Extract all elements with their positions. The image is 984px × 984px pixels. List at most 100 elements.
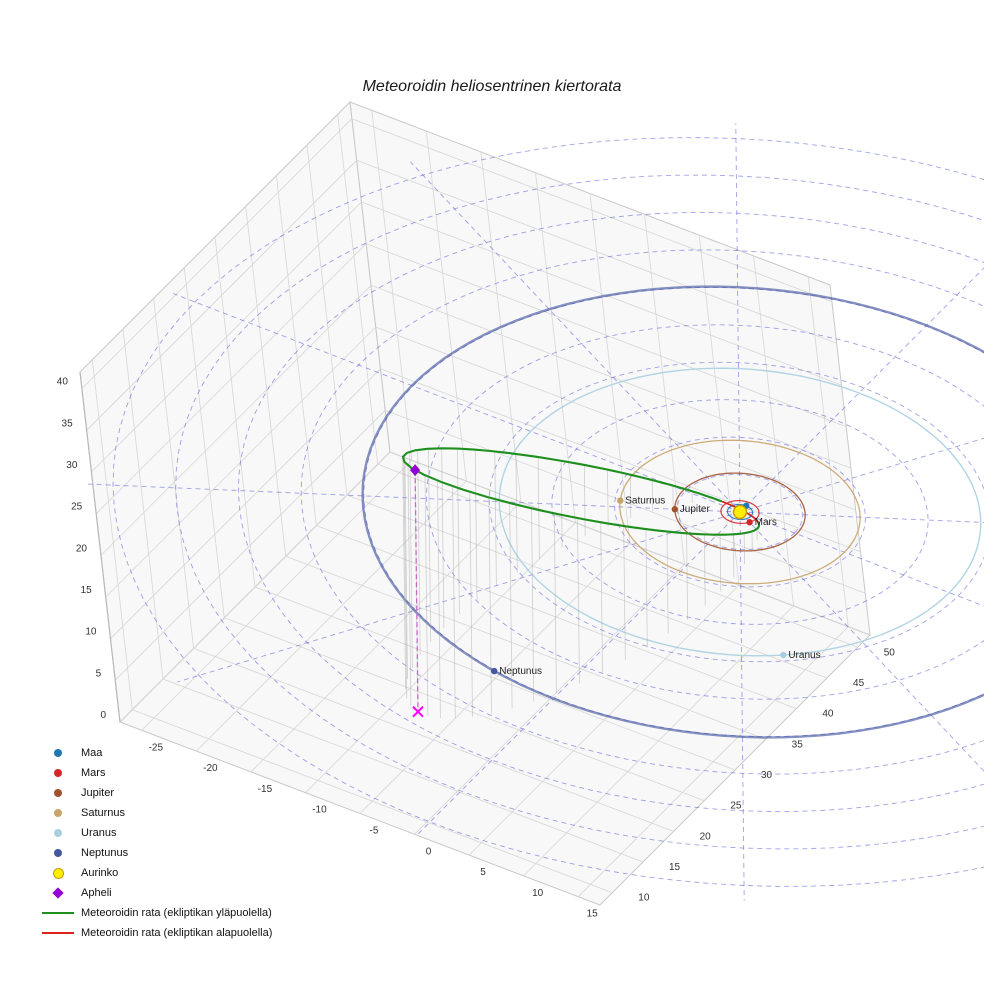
polar-ring	[237, 212, 984, 812]
orbit-stem	[417, 449, 421, 656]
legend-label-uranus: Uranus	[81, 827, 117, 839]
left-grid-z	[91, 201, 362, 473]
back-grid-z	[356, 159, 837, 344]
floor-grid-y	[224, 617, 705, 802]
orbit-stem	[402, 457, 406, 690]
y-tick-label: 15	[669, 862, 681, 873]
left-grid-z	[95, 243, 367, 514]
legend-item-maa: Maa	[40, 743, 272, 763]
orbit-stem	[531, 508, 535, 702]
orbit-stem	[623, 525, 626, 661]
z-tick-label: 25	[71, 502, 83, 513]
left-grid-z	[119, 451, 391, 723]
legend-marker-jupiter	[40, 789, 76, 797]
legend-label-mars: Mars	[81, 767, 106, 779]
legend-marker-aurinko	[40, 867, 76, 879]
orbit-stem	[577, 517, 580, 684]
orbit-stem	[494, 451, 497, 586]
polar-spoke	[87, 483, 741, 513]
x-tick-label: 15	[587, 909, 599, 920]
z-tick-label: 0	[100, 710, 106, 721]
legend-swatch-rata-yla	[42, 912, 74, 914]
polar-spoke	[177, 511, 741, 683]
z-tick-label: 40	[57, 377, 69, 388]
meteoroid-orbit-above	[401, 447, 761, 536]
legend-marker-uranus	[40, 829, 76, 837]
legend-swatch-jupiter	[54, 789, 62, 797]
floor-grid-y	[162, 678, 644, 863]
y-tick-label: 45	[853, 678, 865, 689]
orbit-stem	[537, 456, 540, 560]
legend-swatch-neptunus	[54, 849, 62, 857]
orbit-stem	[428, 448, 432, 643]
orbit-jupiter	[674, 472, 806, 552]
left-grid-z	[110, 368, 381, 639]
floor-grid-y	[346, 494, 828, 679]
legend-item-uranus: Uranus	[40, 823, 272, 843]
floor-grid-y	[316, 525, 797, 709]
legend-marker-apheli	[40, 887, 76, 899]
y-tick-label: 20	[700, 831, 712, 842]
orbit-stem	[437, 480, 441, 719]
planet-label-neptunus: Neptunus	[499, 666, 542, 677]
back-grid-z	[389, 451, 871, 636]
orbit-stem	[645, 529, 648, 648]
polar-ring	[488, 361, 984, 663]
legend-item-apheli: Apheli	[40, 883, 272, 903]
orbit-saturnus	[619, 439, 861, 585]
marker-sun	[732, 504, 748, 520]
orbit-stem	[515, 453, 518, 573]
polar-spoke	[173, 293, 741, 513]
z-axis-edge	[79, 371, 121, 723]
legend-marker-rata-ala	[40, 932, 76, 934]
polar-spoke	[739, 511, 984, 607]
legend-marker-rata-yla	[40, 912, 76, 914]
legend-item-neptunus: Neptunus	[40, 843, 272, 863]
aphelion-diamond	[410, 464, 421, 477]
back-grid-z	[385, 409, 866, 594]
orbit-stem	[404, 454, 408, 680]
z-tick-label: 5	[96, 668, 102, 679]
legend-label-jupiter: Jupiter	[81, 787, 115, 799]
orbit-stem	[509, 502, 513, 709]
orbit-stem	[474, 449, 478, 600]
marker-saturnus	[617, 497, 624, 504]
aphelion-drop-line	[414, 470, 419, 712]
legend-label-neptunus: Neptunus	[81, 847, 129, 859]
legend-marker-mars	[40, 769, 76, 777]
back-grid-z	[370, 284, 852, 469]
orbit-stem	[407, 465, 412, 706]
x-tick-label: -25	[149, 742, 164, 753]
orbit-stem	[488, 497, 492, 714]
y-tick-label: 35	[792, 739, 804, 750]
z-tick-label: 30	[66, 460, 78, 471]
orbit-stem	[733, 534, 735, 578]
legend: Maa Mars Jupiter Saturnus Uranus Neptunus Auri…	[40, 743, 272, 943]
y-tick-label: 50	[884, 647, 896, 658]
orbit-stem	[560, 460, 563, 548]
polar-spoke	[417, 511, 741, 835]
y-tick-label: 30	[761, 770, 773, 781]
polar-ring	[676, 474, 804, 550]
legend-swatch-apheli	[52, 887, 64, 899]
orbit-stem	[424, 475, 429, 716]
legend-label-saturnus: Saturnus	[81, 807, 126, 819]
orbit-stem	[629, 474, 632, 518]
legend-item-mars: Mars	[40, 763, 272, 783]
legend-item-aurinko: Aurinko	[40, 863, 272, 883]
orbit-stem	[457, 448, 460, 615]
planet-label-mars: Mars	[755, 517, 777, 528]
aphelion-ground-x	[412, 706, 424, 718]
back-grid-z	[375, 326, 856, 511]
orbit-uranus	[498, 367, 982, 657]
orbit-mars	[720, 500, 760, 524]
legend-label-rata-ala: Meteoroidin rata (ekliptikan alapuolella…	[81, 927, 273, 939]
orbit-stem	[666, 531, 669, 634]
polar-ring	[300, 249, 984, 775]
orbit-stem	[583, 464, 586, 537]
back-grid-z	[380, 368, 861, 553]
orbit-stem	[686, 533, 688, 620]
y-tick-label: 10	[638, 893, 650, 904]
floor-grid-y	[132, 709, 613, 894]
